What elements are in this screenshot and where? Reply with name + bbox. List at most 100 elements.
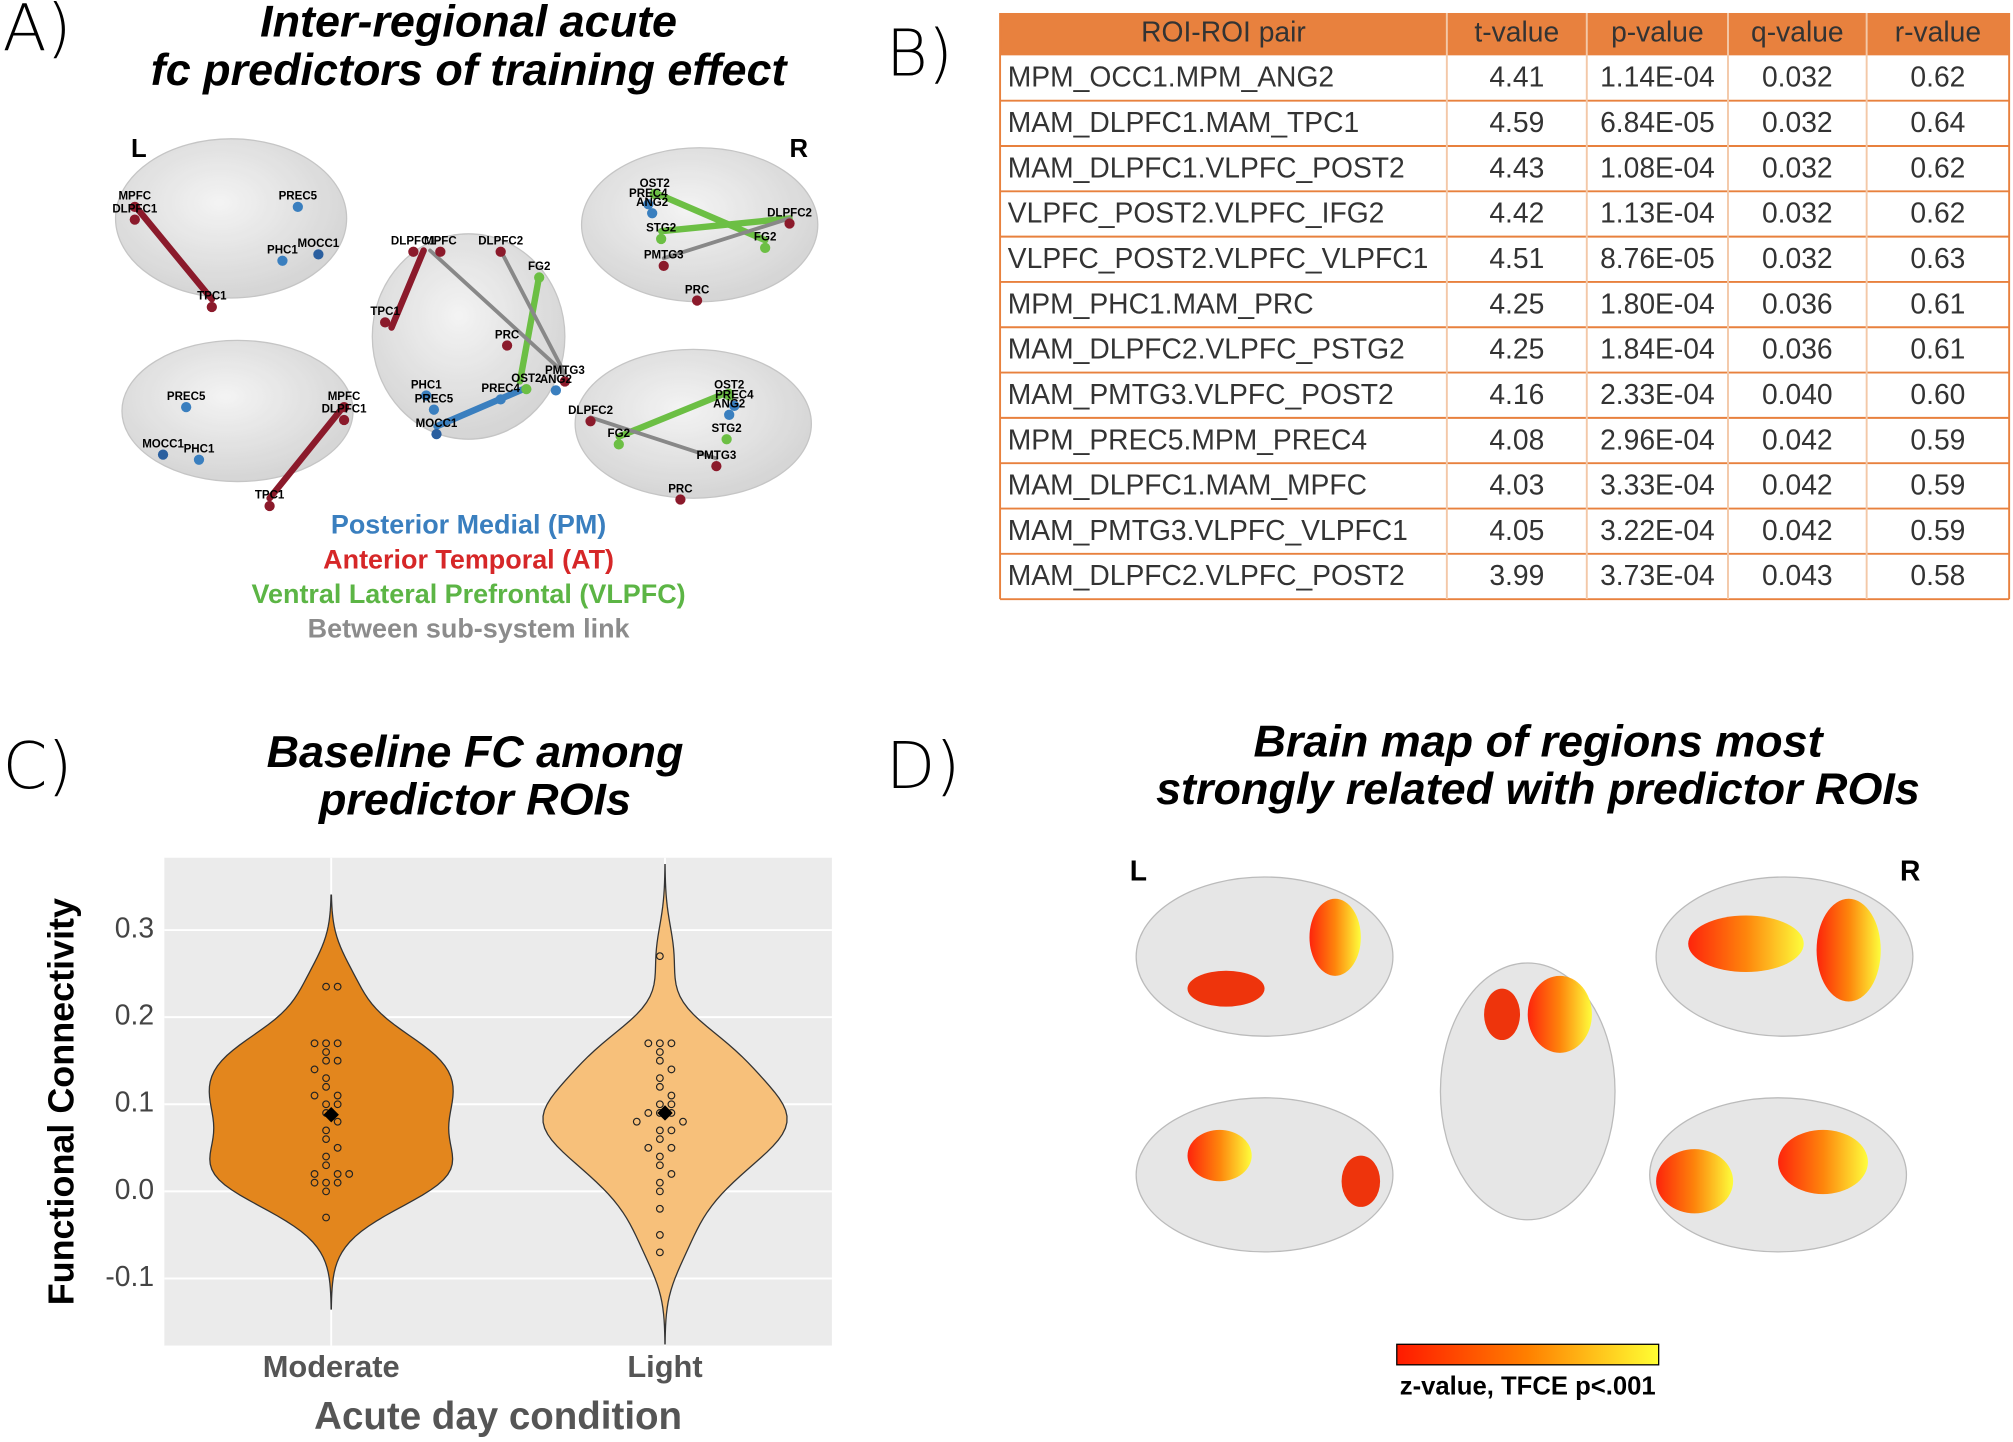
table-cell: 0.036 (1762, 287, 1833, 319)
colorbar-label: z-value, TFCE p<.001 (1400, 1373, 1656, 1401)
table-cell: 4.16 (1489, 378, 1544, 410)
roi-node (649, 188, 660, 200)
roi-label: OST2 (511, 373, 541, 385)
data-point (322, 1082, 331, 1091)
roi-label: PMTG3 (644, 250, 684, 262)
legend-entry: Anterior Temporal (AT) (323, 544, 614, 574)
table-cell: 4.51 (1489, 242, 1544, 274)
roi-node (675, 494, 686, 505)
data-point (655, 1048, 664, 1056)
roi-node (643, 199, 654, 210)
roi-label: PREC4 (481, 383, 520, 395)
column-header: ROI-ROI pair (1141, 16, 1306, 48)
table-cell: 2.96E-04 (1600, 423, 1715, 455)
roi-label: ANG2 (636, 197, 668, 209)
roi-label: MPFC (118, 191, 151, 203)
table-cell: 4.03 (1489, 469, 1544, 501)
data-point (322, 1048, 331, 1056)
hemisphere-label: L (1130, 855, 1147, 887)
table-cell: 8.76E-05 (1600, 242, 1715, 274)
roi-node (313, 249, 324, 260)
data-point (310, 1178, 319, 1187)
roi-label: ANG2 (540, 374, 572, 386)
roi-node (380, 317, 391, 328)
y-tick-label: 0.2 (115, 999, 154, 1031)
roi-node (691, 295, 703, 306)
violin (208, 894, 454, 1310)
data-point (333, 1143, 342, 1152)
y-tick-label: 0.0 (115, 1173, 154, 1205)
roi-label: DLPFC2 (478, 236, 523, 248)
roi-node (656, 233, 667, 245)
roi-node (613, 439, 624, 450)
table-cell: 6.84E-05 (1600, 106, 1715, 138)
roi-label: PREC5 (167, 391, 206, 403)
table-cell: 4.59 (1489, 106, 1544, 138)
data-point (322, 1187, 331, 1196)
violin (542, 864, 788, 1345)
table: ROI-ROI pair t-value p-value q-value r-value… (999, 12, 2011, 601)
roi-node (129, 214, 140, 225)
table-header-bg (1000, 12, 2010, 56)
table-cell: 0.59 (1910, 514, 1965, 546)
data-point (655, 1187, 664, 1196)
table-cell: 0.032 (1762, 106, 1833, 138)
roi-node (550, 385, 562, 396)
table-cell: 3.33E-04 (1600, 469, 1715, 501)
data-point (655, 1178, 664, 1187)
roi-label: OST2 (714, 379, 744, 391)
data-point (655, 1082, 664, 1091)
panel-label: C) (3, 729, 73, 804)
panel-title: strongly related with predictor ROIs (1156, 763, 1920, 814)
roi-label: DLPFC2 (767, 207, 812, 219)
data-point (322, 1100, 331, 1109)
data-point (333, 1100, 342, 1109)
roi-label: DLPFC1 (322, 404, 367, 416)
roi-label: TPC1 (255, 490, 285, 502)
data-point (655, 1039, 664, 1048)
panel-title: Brain map of regions most (1253, 716, 1824, 767)
roi-node (647, 208, 658, 219)
table-cell: 0.036 (1762, 333, 1833, 365)
roi-node (421, 390, 432, 401)
roi-label: PRC (668, 483, 693, 495)
data-point (322, 1161, 331, 1170)
roi-node (729, 400, 740, 411)
roi-label: TPC1 (370, 306, 400, 318)
data-point (655, 1126, 664, 1135)
roi-node (724, 390, 735, 401)
roi-node (428, 404, 440, 415)
table-cell: MAM_DLPFC1.MAM_TPC1 (1008, 106, 1359, 138)
table-cell: 0.58 (1910, 559, 1965, 591)
table-cell: VLPFC_POST2.VLPFC_IFG2 (1008, 197, 1385, 229)
roi-node (277, 255, 288, 266)
table-cell: 0.59 (1910, 423, 1965, 455)
data-point (310, 1065, 319, 1074)
data-point (310, 1039, 319, 1048)
panel-title: fc predictors of training effect (151, 44, 789, 95)
roi-node (338, 414, 350, 426)
table-cell: 0.042 (1762, 514, 1833, 546)
chart-title: Baseline FC among (267, 726, 684, 777)
table-cell: 3.73E-04 (1600, 559, 1715, 591)
table-cell: 4.42 (1489, 197, 1544, 229)
data-point (667, 1126, 676, 1135)
data-point (679, 1117, 687, 1126)
table-cell: 4.25 (1489, 287, 1544, 319)
table-cell: 1.84E-04 (1600, 333, 1715, 365)
data-point (322, 1178, 331, 1187)
table-cell: 0.62 (1910, 151, 1965, 183)
table-cell: 0.043 (1762, 559, 1833, 591)
column-header: q-value (1751, 16, 1844, 48)
data-point (644, 1143, 653, 1152)
data-point (655, 1135, 664, 1144)
roi-node (206, 301, 217, 313)
column-header: r-value (1895, 16, 1981, 48)
roi-label: OST2 (640, 178, 670, 190)
table-cell: 0.59 (1910, 469, 1965, 501)
roi-label: PREC5 (415, 393, 454, 405)
data-point (667, 1143, 676, 1152)
data-point (322, 1039, 331, 1048)
